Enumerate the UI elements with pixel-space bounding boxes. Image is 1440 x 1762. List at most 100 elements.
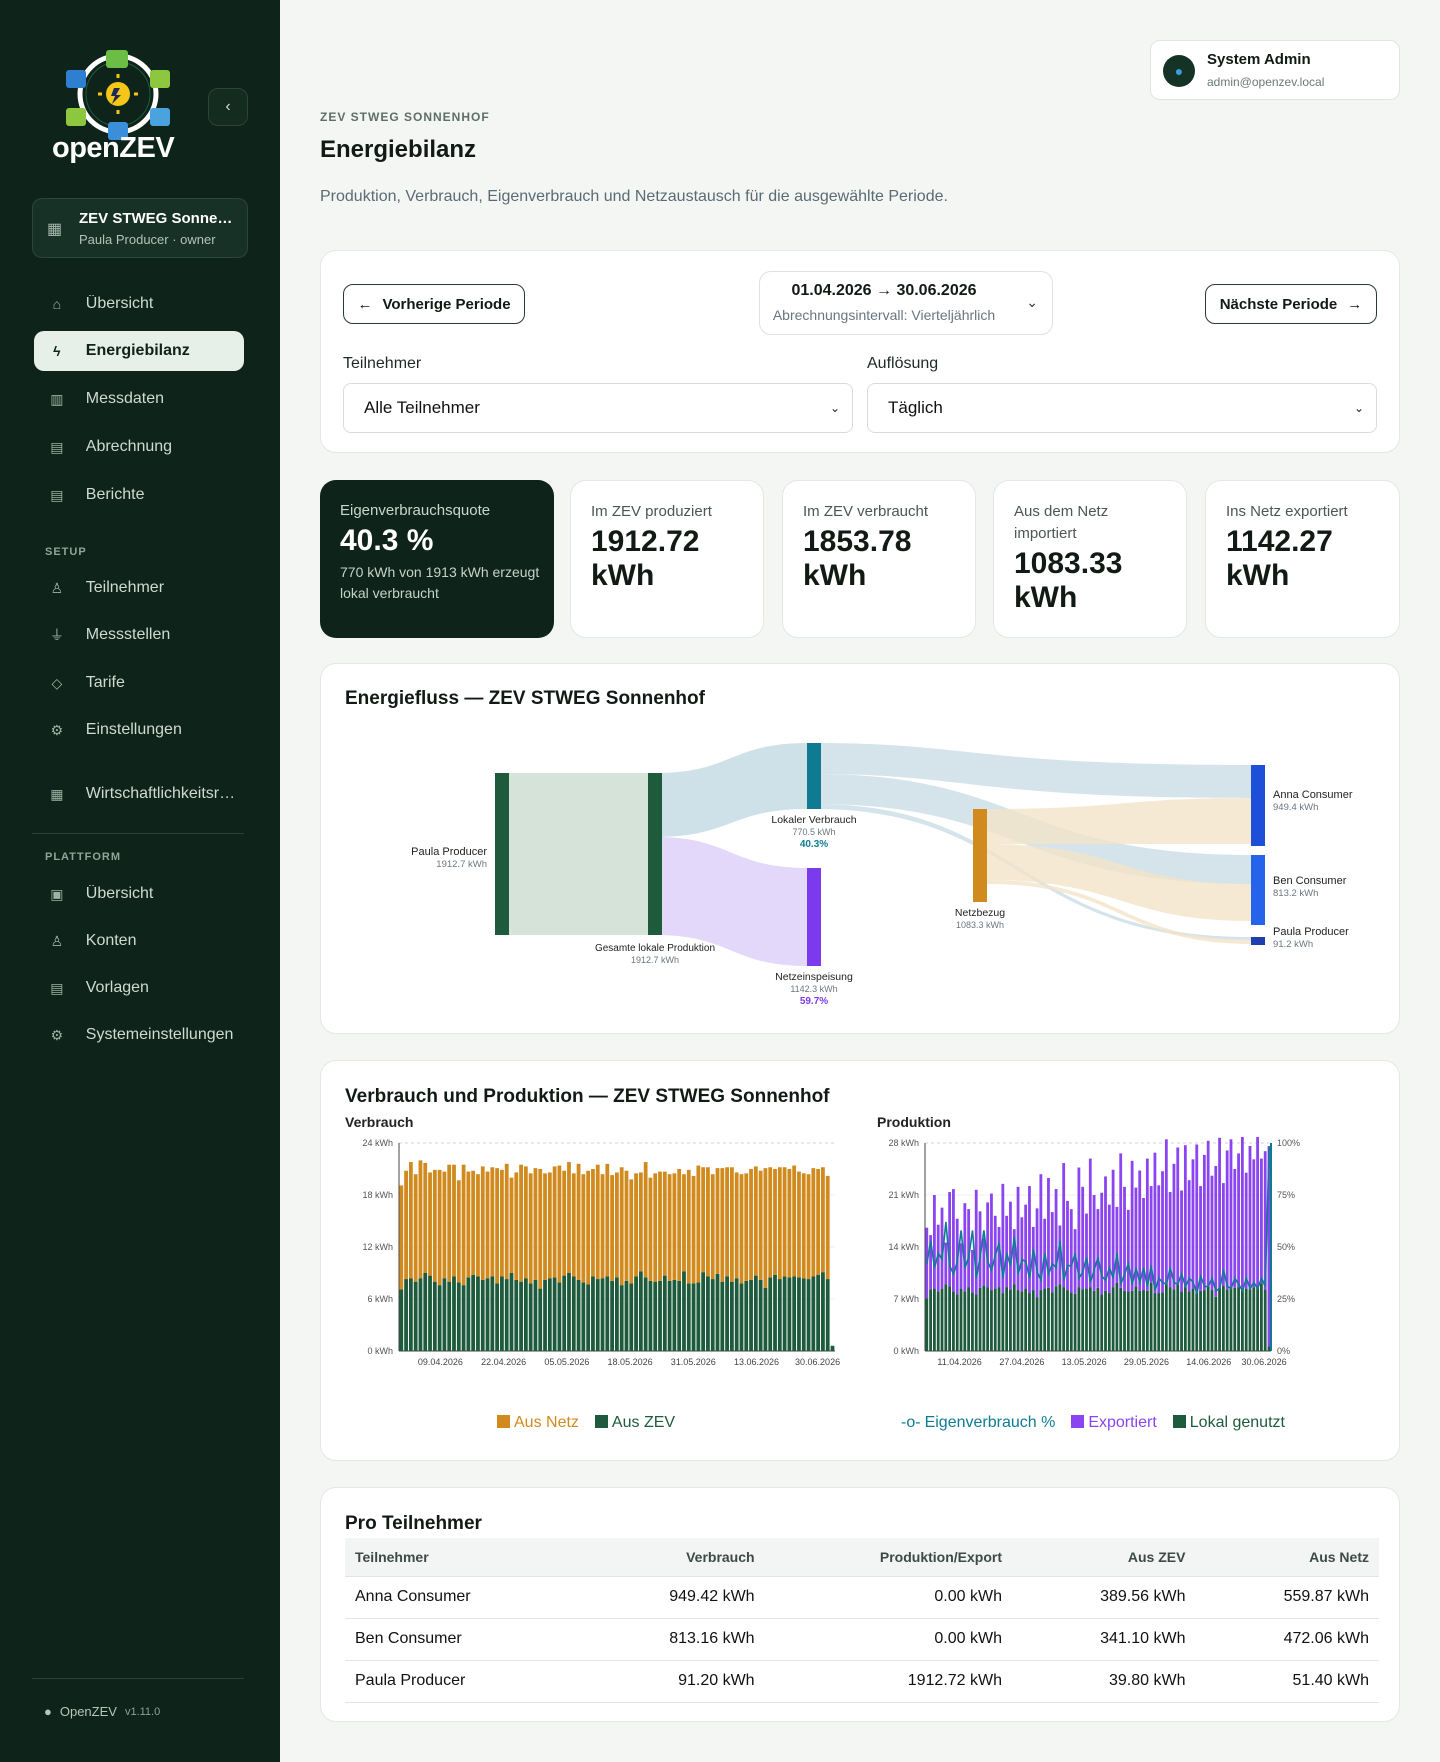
bar-aus-zev — [605, 1276, 610, 1351]
bar-lokal-genutzt — [1001, 1293, 1005, 1351]
bar-exportiert — [1183, 1145, 1187, 1288]
bar-aus-zev — [519, 1281, 523, 1351]
participant-select[interactable]: Alle Teilnehmer ⌄ — [343, 383, 853, 433]
y2-tick-label: 75% — [1277, 1190, 1295, 1200]
nav-berichte[interactable]: ▤ Berichte — [34, 475, 244, 515]
nav-energiebilanz[interactable]: ϟ Energiebilanz — [34, 331, 244, 371]
bar-aus-zev — [500, 1276, 504, 1351]
bar-aus-zev — [749, 1279, 753, 1351]
nav-messstellen[interactable]: ⏚ Messstellen — [34, 615, 244, 655]
bar-aus-netz — [753, 1166, 758, 1276]
bar-lokal-genutzt — [1145, 1290, 1149, 1351]
bar-aus-netz — [562, 1170, 567, 1276]
bar-exportiert — [1263, 1151, 1267, 1290]
nav-tarife[interactable]: ◇ Tarife — [34, 663, 244, 703]
bar-exportiert — [971, 1249, 974, 1293]
kpi-value: 1912.72 kWh — [591, 525, 700, 592]
bar-lokal-genutzt — [1085, 1288, 1088, 1351]
bar-exportiert — [936, 1224, 940, 1292]
bar-aus-zev — [547, 1278, 552, 1351]
nav-einstellungen[interactable]: ⚙ Einstellungen — [34, 710, 244, 750]
bar-lokal-genutzt — [1126, 1291, 1130, 1351]
user-menu[interactable]: ● System Admin admin@openzev.local — [1150, 40, 1400, 100]
org-switcher[interactable]: ▦ ZEV STWEG Sonnenhof Paula Producer · o… — [32, 198, 248, 258]
bar-aus-zev — [777, 1279, 782, 1351]
bar-lokal-genutzt — [1195, 1293, 1199, 1351]
bar-exportiert — [1157, 1185, 1161, 1294]
prev-period-button[interactable]: ← Vorherige Periode — [343, 284, 525, 324]
value-local: 770.5 kWh — [792, 827, 835, 837]
bar-exportiert — [1035, 1208, 1039, 1298]
home-icon: ⌂ — [52, 296, 62, 312]
node-producer — [495, 773, 509, 935]
bar-exportiert — [1202, 1154, 1206, 1291]
bar-lokal-genutzt — [1240, 1287, 1244, 1351]
nav-abrechnung[interactable]: ▤ Abrechnung — [34, 427, 244, 467]
x-tick-label: 30.06.2026 — [795, 1357, 840, 1367]
bar-aus-netz — [471, 1170, 476, 1275]
bar-exportiert — [1009, 1201, 1012, 1290]
bar-exportiert — [929, 1235, 933, 1290]
bar-lokal-genutzt — [1229, 1287, 1233, 1351]
bar-aus-netz — [418, 1160, 423, 1279]
bar-lokal-genutzt — [936, 1291, 940, 1351]
bar-exportiert — [1252, 1159, 1256, 1288]
bar-aus-zev — [528, 1283, 533, 1351]
bar-aus-netz — [634, 1173, 638, 1277]
sankey-diagram: Paula Producer 1912.7 kWh Gesamte lokale… — [411, 743, 1353, 1007]
org-subtitle: Paula Producer · owner — [79, 232, 216, 247]
bar-aus-netz — [547, 1172, 552, 1279]
bar-aus-netz — [696, 1165, 701, 1283]
bar-lokal-genutzt — [940, 1288, 944, 1351]
nav-messdaten[interactable]: ▥ Messdaten — [34, 379, 244, 419]
table-cell: 472.06 kWh — [1195, 1617, 1379, 1660]
resolution-select[interactable]: Täglich ⌄ — [867, 383, 1377, 433]
nav-wirtschaftlichkeit[interactable]: ▦ Wirtschaftlichkeitsrechner — [34, 774, 244, 814]
bar-aus-zev — [595, 1279, 600, 1351]
bar-aus-netz — [466, 1171, 471, 1278]
bar-aus-zev — [682, 1271, 686, 1351]
nav-konten[interactable]: ♙ Konten — [34, 921, 244, 961]
version-link[interactable]: ● OpenZEV v1.11.0 — [44, 1704, 160, 1719]
bar-lokal-genutzt — [1259, 1283, 1263, 1351]
nav-teilnehmer[interactable]: ♙ Teilnehmer — [34, 568, 244, 608]
nav-platform-uebersicht[interactable]: ▣ Übersicht — [34, 874, 244, 914]
kpi-value: 1083.33 kWh — [1014, 547, 1123, 614]
bar-aus-netz — [447, 1164, 452, 1282]
bar-lokal-genutzt — [1199, 1290, 1202, 1351]
bar-lokal-genutzt — [1088, 1287, 1092, 1351]
bar-aus-zev — [691, 1283, 696, 1351]
bar-aus-zev — [509, 1273, 514, 1351]
bar-lokal-genutzt — [1172, 1289, 1176, 1351]
bar-exportiert — [1107, 1204, 1111, 1294]
bar-aus-netz — [423, 1162, 428, 1273]
bar-aus-zev — [562, 1275, 567, 1351]
bar-lokal-genutzt — [1130, 1290, 1134, 1351]
period-picker[interactable]: 01.04.2026 → 30.06.2026 Abrechnungsinter… — [759, 271, 1053, 335]
bar-exportiert — [1187, 1180, 1191, 1292]
bar-lokal-genutzt — [978, 1287, 982, 1351]
bar-exportiert — [1221, 1183, 1225, 1286]
bar-aus-netz — [586, 1170, 591, 1285]
bar-aus-zev — [480, 1279, 485, 1351]
bar-exportiert — [1145, 1158, 1149, 1291]
bar-aus-zev — [729, 1281, 734, 1351]
bar-aus-netz — [725, 1167, 729, 1277]
user-name: System Admin — [1207, 51, 1311, 68]
next-period-button[interactable]: Nächste Periode → — [1205, 284, 1377, 324]
value-paula: 91.2 kWh — [1273, 939, 1313, 950]
bar-exportiert — [1119, 1153, 1123, 1288]
nav-vorlagen[interactable]: ▤ Vorlagen — [34, 968, 244, 1008]
bar-aus-netz — [768, 1167, 773, 1278]
collapse-sidebar-button[interactable]: ‹ — [208, 88, 248, 126]
bar-aus-netz — [648, 1177, 653, 1281]
bar-exportiert — [1096, 1209, 1100, 1288]
bar-exportiert — [1111, 1169, 1115, 1288]
bar-exportiert — [952, 1189, 955, 1292]
bar-aus-netz — [428, 1172, 432, 1276]
bar-exportiert — [1134, 1187, 1138, 1287]
nav-uebersicht[interactable]: ⌂ Übersicht — [34, 284, 244, 324]
legend-item: Exportiert — [1071, 1414, 1157, 1432]
table-cell: 91.20 kWh — [581, 1659, 765, 1703]
nav-systemeinstellungen[interactable]: ⚙ Systemeinstellungen — [34, 1015, 244, 1055]
